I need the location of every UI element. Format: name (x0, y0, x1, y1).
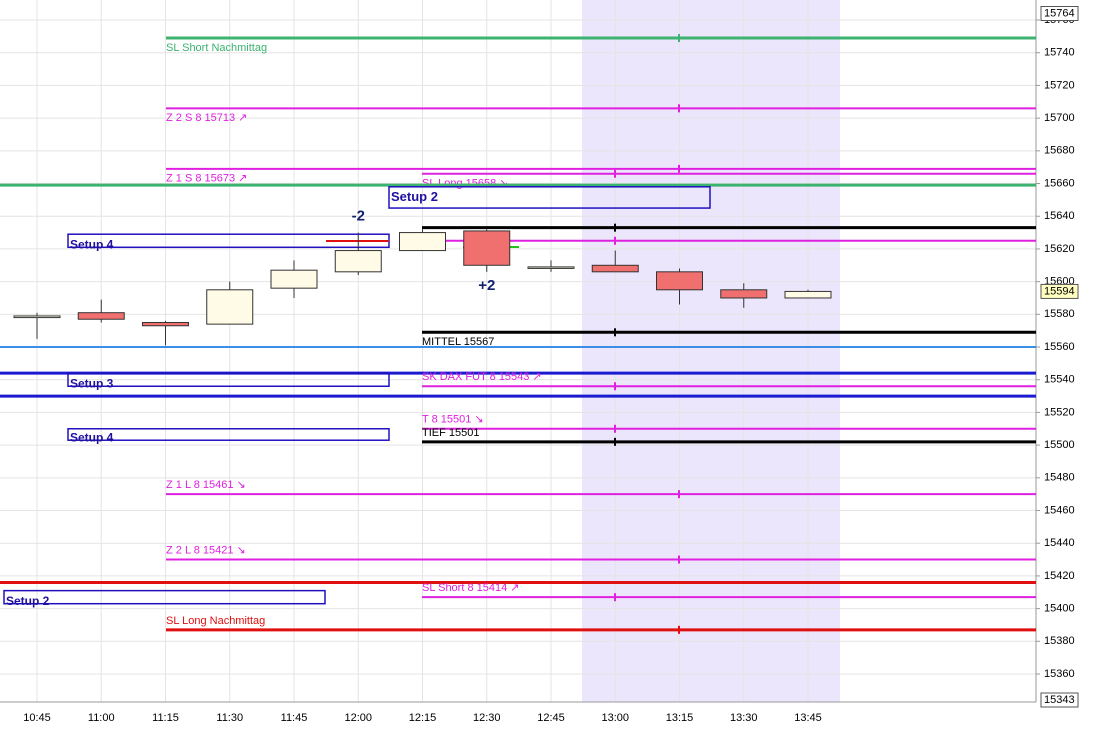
y-tick-label: 15440 (1044, 537, 1075, 549)
candle-body (399, 232, 446, 252)
setup-label: Setup 3 (70, 376, 114, 390)
y-tick-label: 15580 (1044, 308, 1075, 320)
setup-box (3, 589, 326, 605)
candle-body (206, 289, 254, 325)
y-tick-label: 15720 (1044, 79, 1075, 91)
x-tick-label: 11:00 (88, 712, 115, 724)
level-label: TIEF 15501 (422, 427, 479, 439)
x-tick-label: 12:30 (473, 712, 501, 724)
candle-body (463, 230, 511, 266)
level-label: SL Long Nachmittag (166, 615, 265, 627)
setup-box (67, 372, 390, 388)
x-tick-label: 11:45 (281, 712, 308, 724)
x-tick-label: 11:15 (152, 712, 179, 724)
session-shade (582, 0, 840, 702)
y-tick-label: 15680 (1044, 145, 1075, 157)
level-label: Z 1 L 8 15461 ↘ (166, 479, 246, 491)
level-label: SK DAX FUT 8 15543 ↗ (422, 371, 542, 383)
annotation: -2 (352, 208, 365, 225)
y-tick-label: 15620 (1044, 243, 1075, 255)
candle-body (142, 321, 189, 327)
candle-body (527, 266, 575, 269)
y-tick-label: 15420 (1044, 570, 1075, 582)
price-label: 15764 (1044, 7, 1075, 19)
y-tick-label: 15560 (1044, 341, 1075, 353)
level-label: T 8 15501 ↘ (422, 414, 484, 426)
x-tick-label: 12:15 (409, 712, 437, 724)
setup-box (388, 186, 711, 209)
y-tick-label: 15360 (1044, 668, 1075, 680)
level-label: Z 1 S 8 15673 ↗ (166, 173, 247, 185)
candle-body (13, 315, 61, 319)
setup-label: Setup 4 (70, 237, 114, 251)
setup-label: Setup 2 (6, 594, 50, 608)
candle-body (591, 264, 639, 273)
y-tick-label: 15700 (1044, 112, 1075, 124)
y-tick-label: 15460 (1044, 504, 1075, 516)
x-tick-label: 13:15 (666, 712, 694, 724)
y-tick-label: 15480 (1044, 472, 1075, 484)
price-label: 15594 (1044, 285, 1075, 297)
y-tick-label: 15660 (1044, 177, 1075, 189)
candle-body (77, 312, 125, 320)
level-label: MITTEL 15567 (422, 336, 494, 348)
y-tick-label: 15380 (1044, 635, 1075, 647)
x-tick-label: 13:45 (794, 712, 822, 724)
price-label: 15343 (1044, 694, 1075, 706)
level-label: SL Long 15658 ↘ (422, 178, 509, 190)
y-tick-label: 15540 (1044, 374, 1075, 386)
candle-body (720, 289, 768, 299)
y-tick-label: 15500 (1044, 439, 1075, 451)
y-tick-label: 15520 (1044, 406, 1075, 418)
level-label: Z 2 L 8 15421 ↘ (166, 544, 246, 556)
x-tick-label: 13:30 (730, 712, 758, 724)
y-tick-label: 15400 (1044, 603, 1075, 615)
x-tick-label: 10:45 (23, 712, 51, 724)
setup-label: Setup 4 (70, 430, 114, 444)
x-tick-label: 13:00 (601, 712, 629, 724)
price-box (1040, 283, 1079, 299)
candle-body (784, 290, 832, 299)
level-label: SL Short Nachmittag (166, 42, 267, 54)
candle-body (656, 271, 703, 291)
plot-area (0, 0, 1036, 702)
y-tick-label: 15740 (1044, 47, 1075, 59)
setup-label: Setup 2 (391, 189, 438, 204)
x-tick-label: 11:30 (216, 712, 243, 724)
annotation: +2 (478, 277, 495, 294)
x-tick-label: 12:45 (537, 712, 565, 724)
candle-body (334, 250, 382, 273)
candle-body (270, 269, 318, 289)
price-box (1040, 692, 1079, 708)
level-label: SL Short 8 15414 ↗ (422, 582, 520, 594)
y-tick-label: 15640 (1044, 210, 1075, 222)
level-label: Z 2 S 8 15713 ↗ (166, 112, 247, 124)
x-tick-label: 12:00 (344, 712, 372, 724)
setup-box (67, 428, 390, 441)
price-box (1040, 6, 1079, 21)
